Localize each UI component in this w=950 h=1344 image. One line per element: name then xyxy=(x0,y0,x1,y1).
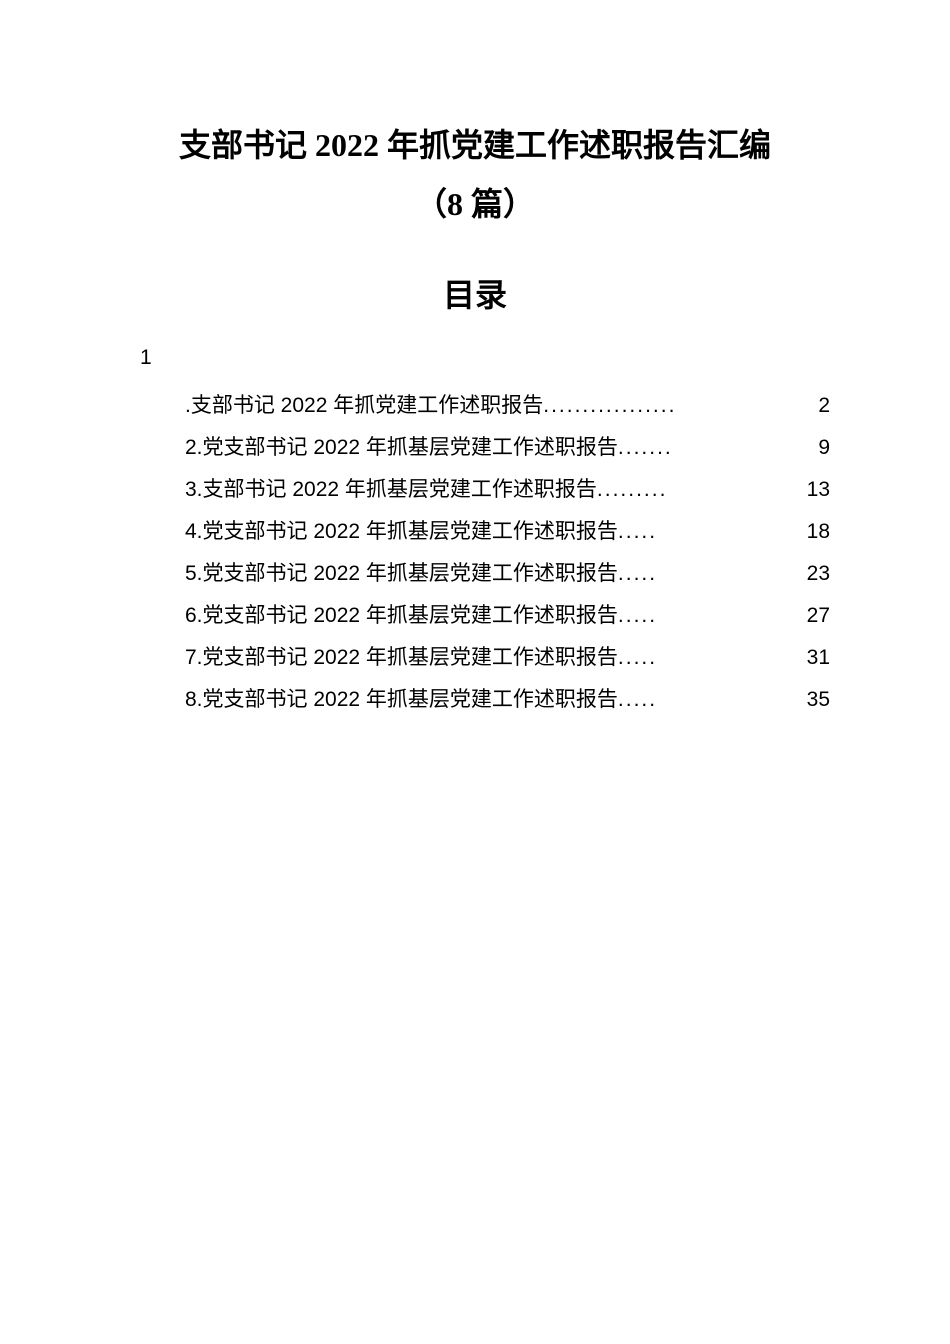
toc-entry: 8. 党支部书记 2022 年抓基层党建工作述职报告 ..... 35 xyxy=(185,679,830,721)
toc-entry-text: 党支部书记 2022 年抓基层党建工作述职报告 xyxy=(203,595,618,637)
toc-entry-prefix: 3. xyxy=(185,469,203,511)
toc-list: . 支部书记 2022 年抓党建工作述职报告 .................… xyxy=(120,385,830,721)
toc-entry-page: 13 xyxy=(807,469,830,511)
toc-entry-page: 27 xyxy=(807,595,830,637)
toc-entry-prefix: 5. xyxy=(185,553,203,595)
toc-entry-dots: ....... xyxy=(618,427,818,469)
toc-entry-dots: ..... xyxy=(618,511,807,553)
toc-entry-text: 党支部书记 2022 年抓基层党建工作述职报告 xyxy=(203,679,618,721)
toc-entry-page: 23 xyxy=(807,553,830,595)
toc-entry: . 支部书记 2022 年抓党建工作述职报告 .................… xyxy=(185,385,830,427)
toc-entry-prefix: 6. xyxy=(185,595,203,637)
document-title-line2: （8 篇） xyxy=(120,179,830,230)
toc-entry-text: 党支部书记 2022 年抓基层党建工作述职报告 xyxy=(203,427,618,469)
toc-entry: 6. 党支部书记 2022 年抓基层党建工作述职报告 ..... 27 xyxy=(185,595,830,637)
toc-entry-page: 31 xyxy=(807,637,830,679)
toc-entry-dots: ..... xyxy=(618,553,807,595)
toc-entry-prefix: 7. xyxy=(185,637,203,679)
document-title-line1: 支部书记 2022 年抓党建工作述职报告汇编 xyxy=(120,120,830,171)
toc-entry-text: 党支部书记 2022 年抓基层党建工作述职报告 xyxy=(203,553,618,595)
toc-entry-text: 党支部书记 2022 年抓基层党建工作述职报告 xyxy=(203,637,618,679)
toc-entry: 4. 党支部书记 2022 年抓基层党建工作述职报告 ..... 18 xyxy=(185,511,830,553)
toc-entry-text: 支部书记 2022 年抓基层党建工作述职报告 xyxy=(203,469,597,511)
toc-entry-dots: ..... xyxy=(618,679,807,721)
toc-entry-text: 支部书记 2022 年抓党建工作述职报告 xyxy=(191,385,543,427)
toc-lead-number: 1 xyxy=(140,346,830,370)
toc-entry-text: 党支部书记 2022 年抓基层党建工作述职报告 xyxy=(203,511,618,553)
toc-entry-page: 2 xyxy=(818,385,830,427)
toc-entry: 5. 党支部书记 2022 年抓基层党建工作述职报告 ..... 23 xyxy=(185,553,830,595)
toc-entry: 2. 党支部书记 2022 年抓基层党建工作述职报告 ....... 9 xyxy=(185,427,830,469)
toc-entry-prefix: 8. xyxy=(185,679,203,721)
toc-entry: 7. 党支部书记 2022 年抓基层党建工作述职报告 ..... 31 xyxy=(185,637,830,679)
toc-entry: 3. 支部书记 2022 年抓基层党建工作述职报告 ......... 13 xyxy=(185,469,830,511)
toc-entry-page: 9 xyxy=(818,427,830,469)
toc-entry-dots: ................. xyxy=(543,385,818,427)
toc-entry-prefix: 4. xyxy=(185,511,203,553)
toc-entry-page: 18 xyxy=(807,511,830,553)
toc-entry-page: 35 xyxy=(807,679,830,721)
toc-entry-prefix: 2. xyxy=(185,427,203,469)
toc-entry-dots: ..... xyxy=(618,637,807,679)
toc-entry-dots: ......... xyxy=(597,469,807,511)
toc-heading: 目录 xyxy=(120,270,830,316)
toc-entry-dots: ..... xyxy=(618,595,807,637)
